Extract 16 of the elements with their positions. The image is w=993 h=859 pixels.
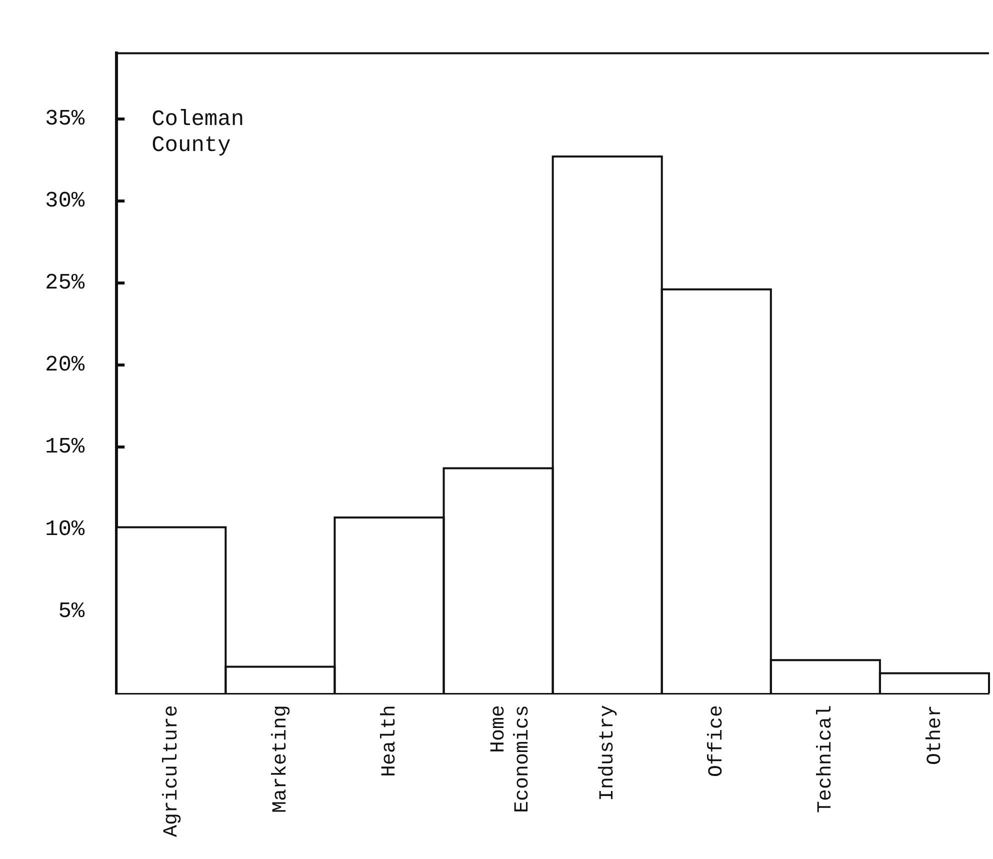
- x-tick-label: Marketing: [269, 704, 292, 814]
- y-tick-label: 35%: [44, 106, 86, 132]
- x-tick-label: Industry: [596, 704, 620, 801]
- x-tick-label: Office: [706, 704, 729, 777]
- x-tick-label: Technical: [814, 704, 838, 814]
- x-tick-label: Agriculture: [160, 704, 184, 838]
- x-tick-label: Other: [924, 704, 947, 765]
- y-tick-label: 5%: [58, 598, 86, 624]
- y-tick-label: 25%: [44, 270, 86, 296]
- x-tick-label: Health: [378, 704, 402, 777]
- y-tick-label: 15%: [44, 434, 86, 460]
- y-tick-label: 10%: [44, 516, 86, 542]
- y-tick-label: 20%: [44, 352, 86, 378]
- y-tick-label: 30%: [44, 188, 86, 214]
- x-tick-label: Home Economics: [488, 704, 535, 814]
- annotation: Coleman County: [152, 107, 244, 158]
